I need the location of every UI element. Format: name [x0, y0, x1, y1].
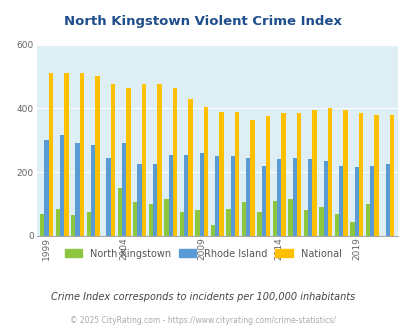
- Bar: [60, 135, 64, 236]
- Bar: [168, 154, 173, 236]
- Bar: [276, 159, 281, 236]
- Bar: [350, 222, 354, 236]
- Bar: [164, 199, 168, 236]
- Bar: [312, 110, 316, 236]
- Bar: [219, 112, 223, 236]
- Bar: [195, 211, 199, 236]
- Bar: [126, 88, 130, 236]
- Bar: [91, 145, 95, 236]
- Bar: [334, 214, 338, 236]
- Legend: North Kingstown, Rhode Island, National: North Kingstown, Rhode Island, National: [61, 245, 344, 262]
- Bar: [49, 73, 53, 236]
- Bar: [234, 112, 239, 236]
- Bar: [203, 107, 208, 236]
- Bar: [261, 166, 265, 236]
- Text: © 2025 CityRating.com - https://www.cityrating.com/crime-statistics/: © 2025 CityRating.com - https://www.city…: [70, 316, 335, 325]
- Bar: [111, 84, 115, 236]
- Bar: [307, 159, 312, 236]
- Bar: [64, 73, 68, 236]
- Bar: [40, 214, 44, 236]
- Bar: [71, 215, 75, 236]
- Bar: [117, 188, 121, 236]
- Bar: [137, 164, 141, 236]
- Bar: [148, 204, 153, 236]
- Bar: [327, 108, 331, 236]
- Bar: [75, 144, 80, 236]
- Bar: [179, 212, 183, 236]
- Bar: [210, 225, 215, 236]
- Bar: [343, 110, 347, 236]
- Bar: [296, 113, 301, 236]
- Bar: [199, 153, 203, 236]
- Bar: [106, 158, 111, 236]
- Bar: [241, 203, 245, 236]
- Bar: [358, 113, 362, 236]
- Bar: [188, 99, 192, 236]
- Bar: [265, 116, 270, 236]
- Bar: [281, 113, 285, 236]
- Bar: [365, 204, 369, 236]
- Bar: [303, 211, 307, 236]
- Bar: [354, 167, 358, 236]
- Text: Crime Index corresponds to incidents per 100,000 inhabitants: Crime Index corresponds to incidents per…: [51, 292, 354, 302]
- Bar: [141, 84, 146, 236]
- Bar: [257, 212, 261, 236]
- Bar: [389, 115, 393, 236]
- Bar: [153, 164, 157, 236]
- Bar: [323, 161, 327, 236]
- Bar: [250, 119, 254, 236]
- Bar: [385, 164, 389, 236]
- Bar: [230, 156, 234, 236]
- Bar: [338, 166, 343, 236]
- Bar: [292, 158, 296, 236]
- Bar: [122, 144, 126, 236]
- Bar: [44, 140, 49, 236]
- Bar: [133, 203, 137, 236]
- Bar: [55, 209, 60, 236]
- Bar: [272, 201, 276, 236]
- Bar: [183, 154, 188, 236]
- Bar: [288, 199, 292, 236]
- Bar: [157, 84, 161, 236]
- Bar: [226, 209, 230, 236]
- Bar: [80, 73, 84, 236]
- Bar: [86, 212, 91, 236]
- Bar: [318, 207, 323, 236]
- Bar: [215, 156, 219, 236]
- Text: North Kingstown Violent Crime Index: North Kingstown Violent Crime Index: [64, 15, 341, 28]
- Bar: [245, 158, 250, 236]
- Bar: [369, 166, 373, 236]
- Bar: [95, 77, 99, 236]
- Bar: [373, 115, 378, 236]
- Bar: [173, 88, 177, 236]
